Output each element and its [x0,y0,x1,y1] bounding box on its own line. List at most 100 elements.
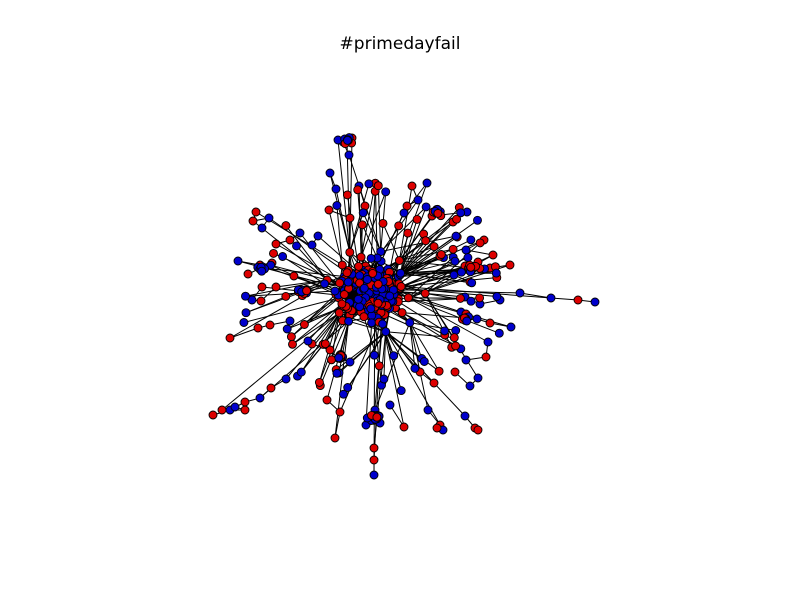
graph-edge [382,323,405,428]
graph-node-blue [515,288,525,298]
graph-edge [282,256,325,285]
graph-edge [291,297,340,338]
graph-node-red [271,239,281,249]
graph-node-blue [405,318,415,328]
graph-edge [408,297,500,334]
graph-edge [373,323,384,419]
graph-node-red [335,407,345,417]
graph-node-blue [410,363,420,373]
graph-node-red [475,293,485,303]
graph-node-blue [423,405,433,415]
graph-edge [398,182,428,261]
graph-node-red [353,185,363,195]
graph-edge [349,183,370,253]
graph-node-blue [385,400,395,410]
graph-edge [334,321,350,439]
graph-node-blue [257,223,267,233]
graph-node-red [330,433,340,443]
graph-node-blue [345,357,355,367]
graph-node-blue [450,256,460,266]
graph-node-red [373,298,383,308]
graph-node-red [251,207,261,217]
graph-node-red [436,250,446,259]
graph-node-red [335,278,345,288]
graph-edge [465,249,494,256]
graph-node-blue [378,319,388,329]
graph-node-red [225,333,235,343]
graph-node-red [450,367,460,377]
graph-node-blue [359,283,369,293]
graph-edge [550,297,579,301]
graph-node-blue [381,327,391,337]
graph-node-blue [292,241,301,251]
graph-edge [398,185,413,261]
graph-node-red [342,190,352,200]
graph-node-blue [278,252,288,261]
graph-edge [424,293,453,348]
graph-node-red [256,296,266,306]
graph-node-blue [355,302,365,312]
graph-node-blue [281,374,291,384]
graph-node-red [475,238,485,248]
graph-node-blue [366,304,376,314]
graph-edge [259,320,349,399]
graph-node-blue [456,267,466,277]
graph-node-red [354,261,364,271]
graph-node-red [286,332,296,342]
graph-node-blue [465,381,475,391]
graph-edge [360,191,387,258]
graph-edge [336,205,343,266]
graph-node-red [208,410,218,420]
graph-node-red [359,312,369,322]
graph-edge [245,290,336,297]
graph-edge [317,235,360,273]
graph-node-red [485,318,495,328]
graph-node-blue [355,271,365,281]
graph-edge [261,267,345,277]
graph-node-red [369,455,379,465]
graph-node-red [288,339,297,349]
graph-node-red [434,366,444,376]
graph-node-blue [369,350,379,360]
graph-node-blue [330,286,340,296]
graph-edge [399,260,471,269]
graph-edge [377,185,382,252]
graph-node-blue [233,256,243,266]
graph-node-blue [241,291,250,301]
graph-edge [361,224,378,259]
graph-node-blue [389,351,399,361]
graph-node-blue [362,275,372,284]
graph-node-red [325,345,335,355]
graph-edge [399,235,457,276]
graph-edge [275,279,328,288]
graph-node-blue [413,195,423,205]
graph-node-blue [353,294,363,304]
graph-node-blue [472,314,482,324]
graph-edge [374,316,382,386]
graph-edge [402,312,467,319]
graph-node-red [429,242,439,252]
graph-node-red [403,293,413,303]
graph-node-red [373,181,383,191]
graph-node-blue [422,178,432,188]
graph-node-red [345,213,355,223]
graph-edge [286,294,345,330]
graph-edge [299,232,340,284]
graph-node-blue [320,279,330,289]
graph-node-blue [451,326,461,335]
graph-node-red [488,250,498,260]
graph-edge [424,242,481,294]
graph-node-blue [325,168,335,178]
graph-node-red [432,423,442,433]
graph-node-blue [461,355,471,365]
graph-node-blue [332,201,342,210]
graph-node-red [433,208,443,218]
graph-node-blue [494,328,504,338]
graph-node-red [345,247,355,257]
graph-node-blue [343,277,353,287]
graph-edge [399,246,435,276]
graph-node-red [368,268,378,278]
graph-edge [384,314,456,347]
